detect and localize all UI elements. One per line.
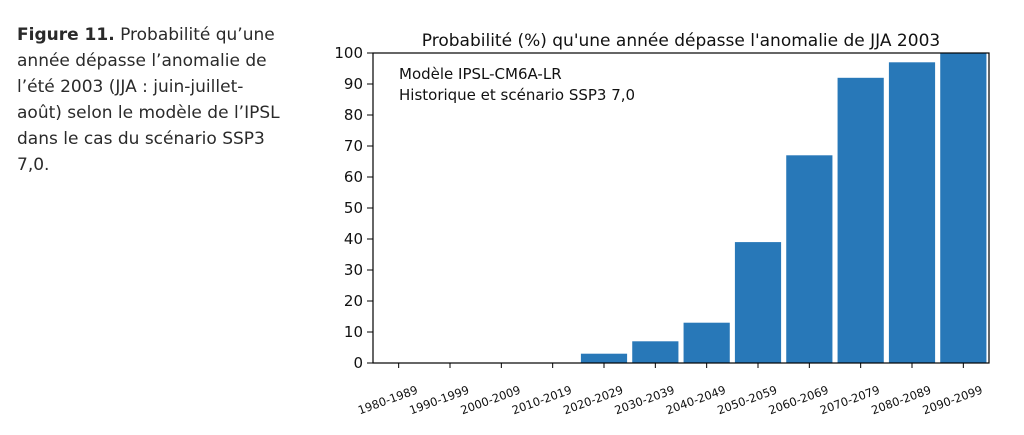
- bar-chart: Probabilité (%) qu'une année dépasse l'a…: [334, 31, 990, 417]
- y-tick-label: 80: [344, 106, 363, 124]
- bar-2050-2059: [734, 242, 782, 363]
- y-axis: 0 10 20 30 40 50 60 70 80 90 100: [334, 44, 373, 372]
- bar-2040-2049: [683, 322, 730, 363]
- x-tick-label: 2090-2099: [921, 383, 985, 418]
- bar-2020-2029: [580, 353, 628, 363]
- figure-caption: Figure 11. Probabilité qu’une année dépa…: [17, 22, 287, 178]
- y-tick-label: 40: [344, 230, 363, 248]
- y-tick-label: 10: [344, 323, 363, 341]
- y-tick-label: 90: [344, 75, 363, 93]
- bar-2060-2069: [786, 155, 833, 363]
- bar-2070-2079: [837, 77, 884, 364]
- chart-container: Probabilité (%) qu'une année dépasse l'a…: [300, 20, 1010, 431]
- y-tick-label: 100: [334, 44, 363, 62]
- x-axis: 1980-19891990-19992000-20092010-20192020…: [356, 363, 984, 417]
- bar-2030-2039: [632, 341, 679, 363]
- figure-caption-text: Probabilité qu’une année dépasse l’anoma…: [17, 25, 280, 175]
- y-tick-label: 20: [344, 292, 363, 310]
- y-tick-label: 60: [344, 168, 363, 186]
- bar-2080-2089: [888, 62, 936, 364]
- y-tick-label: 0: [353, 354, 363, 372]
- chart-title: Probabilité (%) qu'une année dépasse l'a…: [422, 31, 940, 51]
- y-tick-label: 70: [344, 137, 363, 155]
- y-tick-label: 50: [344, 199, 363, 217]
- annotation-model: Modèle IPSL-CM6A-LR: [399, 65, 562, 83]
- bars-group: [580, 53, 987, 364]
- plot-frame: [372, 52, 990, 364]
- annotation-scenario: Historique et scénario SSP3 7,0: [399, 86, 635, 104]
- figure-label: Figure 11.: [17, 25, 115, 45]
- y-tick-label: 30: [344, 261, 363, 279]
- bar-2090-2099: [940, 53, 987, 363]
